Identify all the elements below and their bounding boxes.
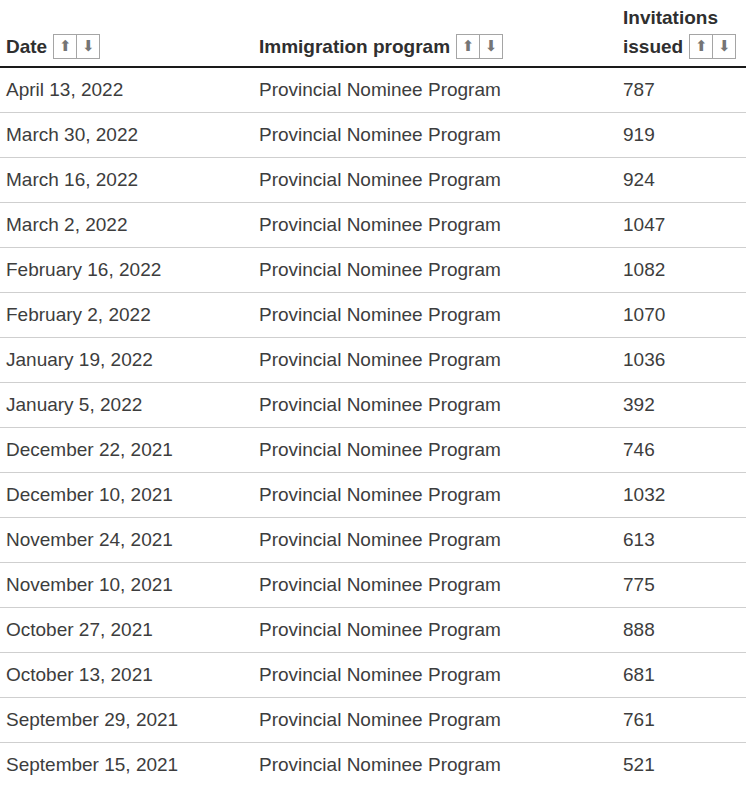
sort-controls-invitations: ⬆⬇ [689, 32, 736, 60]
program-cell: Provincial Nominee Program [259, 67, 623, 113]
date-cell: October 13, 2021 [0, 653, 259, 698]
invitations-cell: 746 [623, 428, 746, 473]
invitations-cell: 888 [623, 608, 746, 653]
invitations-cell: 787 [623, 67, 746, 113]
program-cell: Provincial Nominee Program [259, 608, 623, 653]
program-cell: Provincial Nominee Program [259, 113, 623, 158]
program-cell: Provincial Nominee Program [259, 293, 623, 338]
arrow-up-icon: ⬆ [462, 37, 475, 55]
invitation-rounds-table: Date⬆⬇ Immigration program⬆⬇ Invitations… [0, 0, 746, 786]
table-row: February 2, 2022 Provincial Nominee Prog… [0, 293, 746, 338]
table-row: February 16, 2022 Provincial Nominee Pro… [0, 248, 746, 293]
invitations-cell: 775 [623, 563, 746, 608]
table-row: December 22, 2021 Provincial Nominee Pro… [0, 428, 746, 473]
table-row: November 10, 2021 Provincial Nominee Pro… [0, 563, 746, 608]
program-cell: Provincial Nominee Program [259, 158, 623, 203]
invitations-cell: 392 [623, 383, 746, 428]
invitation-rounds-table-container: Date⬆⬇ Immigration program⬆⬇ Invitations… [0, 0, 746, 786]
column-label-date: Date [6, 36, 47, 57]
invitations-cell: 681 [623, 653, 746, 698]
column-header-date: Date⬆⬇ [0, 0, 259, 67]
sort-controls-program: ⬆⬇ [456, 32, 503, 60]
invitations-cell: 1082 [623, 248, 746, 293]
invitations-cell: 521 [623, 743, 746, 786]
arrow-down-icon: ⬇ [718, 37, 731, 55]
table-row: January 19, 2022 Provincial Nominee Prog… [0, 338, 746, 383]
arrow-up-icon: ⬆ [59, 37, 72, 55]
table-row: September 15, 2021 Provincial Nominee Pr… [0, 743, 746, 786]
sort-descending-button[interactable]: ⬇ [76, 34, 100, 59]
date-cell: November 10, 2021 [0, 563, 259, 608]
date-cell: March 16, 2022 [0, 158, 259, 203]
invitations-cell: 919 [623, 113, 746, 158]
date-cell: January 19, 2022 [0, 338, 259, 383]
arrow-down-icon: ⬇ [82, 37, 95, 55]
sort-ascending-button[interactable]: ⬆ [456, 34, 480, 59]
column-header-program: Immigration program⬆⬇ [259, 0, 623, 67]
column-header-invitations: Invitations issued⬆⬇ [623, 0, 746, 67]
date-cell: December 22, 2021 [0, 428, 259, 473]
invitations-cell: 1032 [623, 473, 746, 518]
table-row: October 27, 2021 Provincial Nominee Prog… [0, 608, 746, 653]
table-body: April 13, 2022 Provincial Nominee Progra… [0, 67, 746, 786]
date-cell: November 24, 2021 [0, 518, 259, 563]
program-cell: Provincial Nominee Program [259, 653, 623, 698]
table-row: September 29, 2021 Provincial Nominee Pr… [0, 698, 746, 743]
date-cell: September 29, 2021 [0, 698, 259, 743]
program-cell: Provincial Nominee Program [259, 698, 623, 743]
invitations-cell: 761 [623, 698, 746, 743]
date-cell: October 27, 2021 [0, 608, 259, 653]
table-row: April 13, 2022 Provincial Nominee Progra… [0, 67, 746, 113]
program-cell: Provincial Nominee Program [259, 203, 623, 248]
date-cell: February 2, 2022 [0, 293, 259, 338]
table-row: March 2, 2022 Provincial Nominee Program… [0, 203, 746, 248]
header-row: Date⬆⬇ Immigration program⬆⬇ Invitations… [0, 0, 746, 67]
date-cell: February 16, 2022 [0, 248, 259, 293]
table-row: December 10, 2021 Provincial Nominee Pro… [0, 473, 746, 518]
table-row: January 5, 2022 Provincial Nominee Progr… [0, 383, 746, 428]
sort-controls-date: ⬆⬇ [53, 32, 100, 60]
program-cell: Provincial Nominee Program [259, 473, 623, 518]
invitations-cell: 1070 [623, 293, 746, 338]
date-cell: March 30, 2022 [0, 113, 259, 158]
program-cell: Provincial Nominee Program [259, 563, 623, 608]
invitations-cell: 924 [623, 158, 746, 203]
program-cell: Provincial Nominee Program [259, 428, 623, 473]
date-cell: March 2, 2022 [0, 203, 259, 248]
program-cell: Provincial Nominee Program [259, 338, 623, 383]
invitations-cell: 1047 [623, 203, 746, 248]
date-cell: April 13, 2022 [0, 67, 259, 113]
sort-ascending-button[interactable]: ⬆ [53, 34, 77, 59]
column-label-program: Immigration program [259, 36, 450, 57]
invitations-cell: 1036 [623, 338, 746, 383]
sort-ascending-button[interactable]: ⬆ [689, 34, 713, 59]
date-cell: January 5, 2022 [0, 383, 259, 428]
sort-descending-button[interactable]: ⬇ [712, 34, 736, 59]
date-cell: December 10, 2021 [0, 473, 259, 518]
arrow-up-icon: ⬆ [695, 37, 708, 55]
program-cell: Provincial Nominee Program [259, 518, 623, 563]
program-cell: Provincial Nominee Program [259, 383, 623, 428]
program-cell: Provincial Nominee Program [259, 743, 623, 786]
table-row: March 16, 2022 Provincial Nominee Progra… [0, 158, 746, 203]
table-row: November 24, 2021 Provincial Nominee Pro… [0, 518, 746, 563]
date-cell: September 15, 2021 [0, 743, 259, 786]
invitations-cell: 613 [623, 518, 746, 563]
table-row: March 30, 2022 Provincial Nominee Progra… [0, 113, 746, 158]
arrow-down-icon: ⬇ [485, 37, 498, 55]
sort-descending-button[interactable]: ⬇ [479, 34, 503, 59]
program-cell: Provincial Nominee Program [259, 248, 623, 293]
table-row: October 13, 2021 Provincial Nominee Prog… [0, 653, 746, 698]
